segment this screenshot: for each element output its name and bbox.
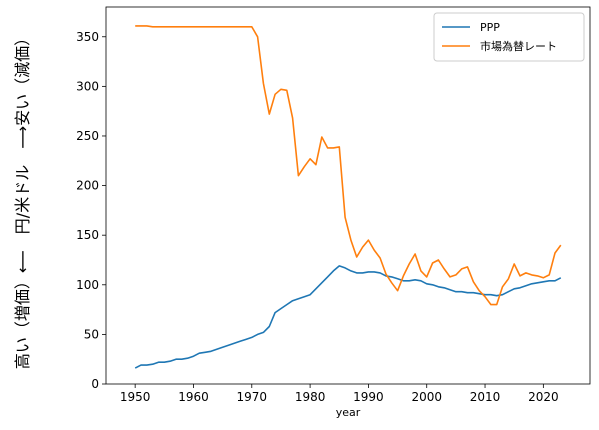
series-line-0 bbox=[134, 265, 562, 369]
y-axis: 0 50 100 150 200 250 300 350 bbox=[76, 30, 106, 391]
x-axis: 1950 1960 1970 1980 1990 2000 2010 2020 bbox=[120, 384, 559, 404]
y-axis-label: 高い（増価）⟵ 円/米ドル ⟶安い（減価） bbox=[13, 30, 32, 369]
legend-box bbox=[433, 12, 585, 62]
legend-label-0: PPP bbox=[480, 21, 500, 34]
legend: PPP 市場為替レート bbox=[433, 12, 585, 62]
y-tick-label: 300 bbox=[76, 79, 99, 93]
x-tick-label: 1960 bbox=[178, 390, 209, 404]
y-tick-label: 150 bbox=[76, 228, 99, 242]
y-tick-label: 200 bbox=[76, 179, 99, 193]
y-tick-label: 250 bbox=[76, 129, 99, 143]
y-tick-label: 350 bbox=[76, 30, 99, 44]
series-line-1 bbox=[135, 25, 562, 306]
x-tick-label: 1970 bbox=[237, 390, 268, 404]
y-tick-label: 0 bbox=[91, 377, 99, 391]
x-tick-label: 2010 bbox=[470, 390, 501, 404]
plot-area bbox=[105, 6, 591, 385]
legend-label-1: 市場為替レート bbox=[480, 39, 557, 53]
x-tick-label: 2000 bbox=[411, 390, 442, 404]
plot-frame bbox=[105, 6, 591, 385]
y-tick-label: 100 bbox=[76, 278, 99, 292]
x-tick-label: 1980 bbox=[295, 390, 326, 404]
x-tick-label: 1990 bbox=[353, 390, 384, 404]
x-tick-label: 1950 bbox=[120, 390, 151, 404]
x-tick-label: 2020 bbox=[528, 390, 559, 404]
y-tick-label: 50 bbox=[84, 327, 99, 341]
x-axis-label: year bbox=[336, 406, 361, 419]
series-group bbox=[134, 25, 562, 369]
